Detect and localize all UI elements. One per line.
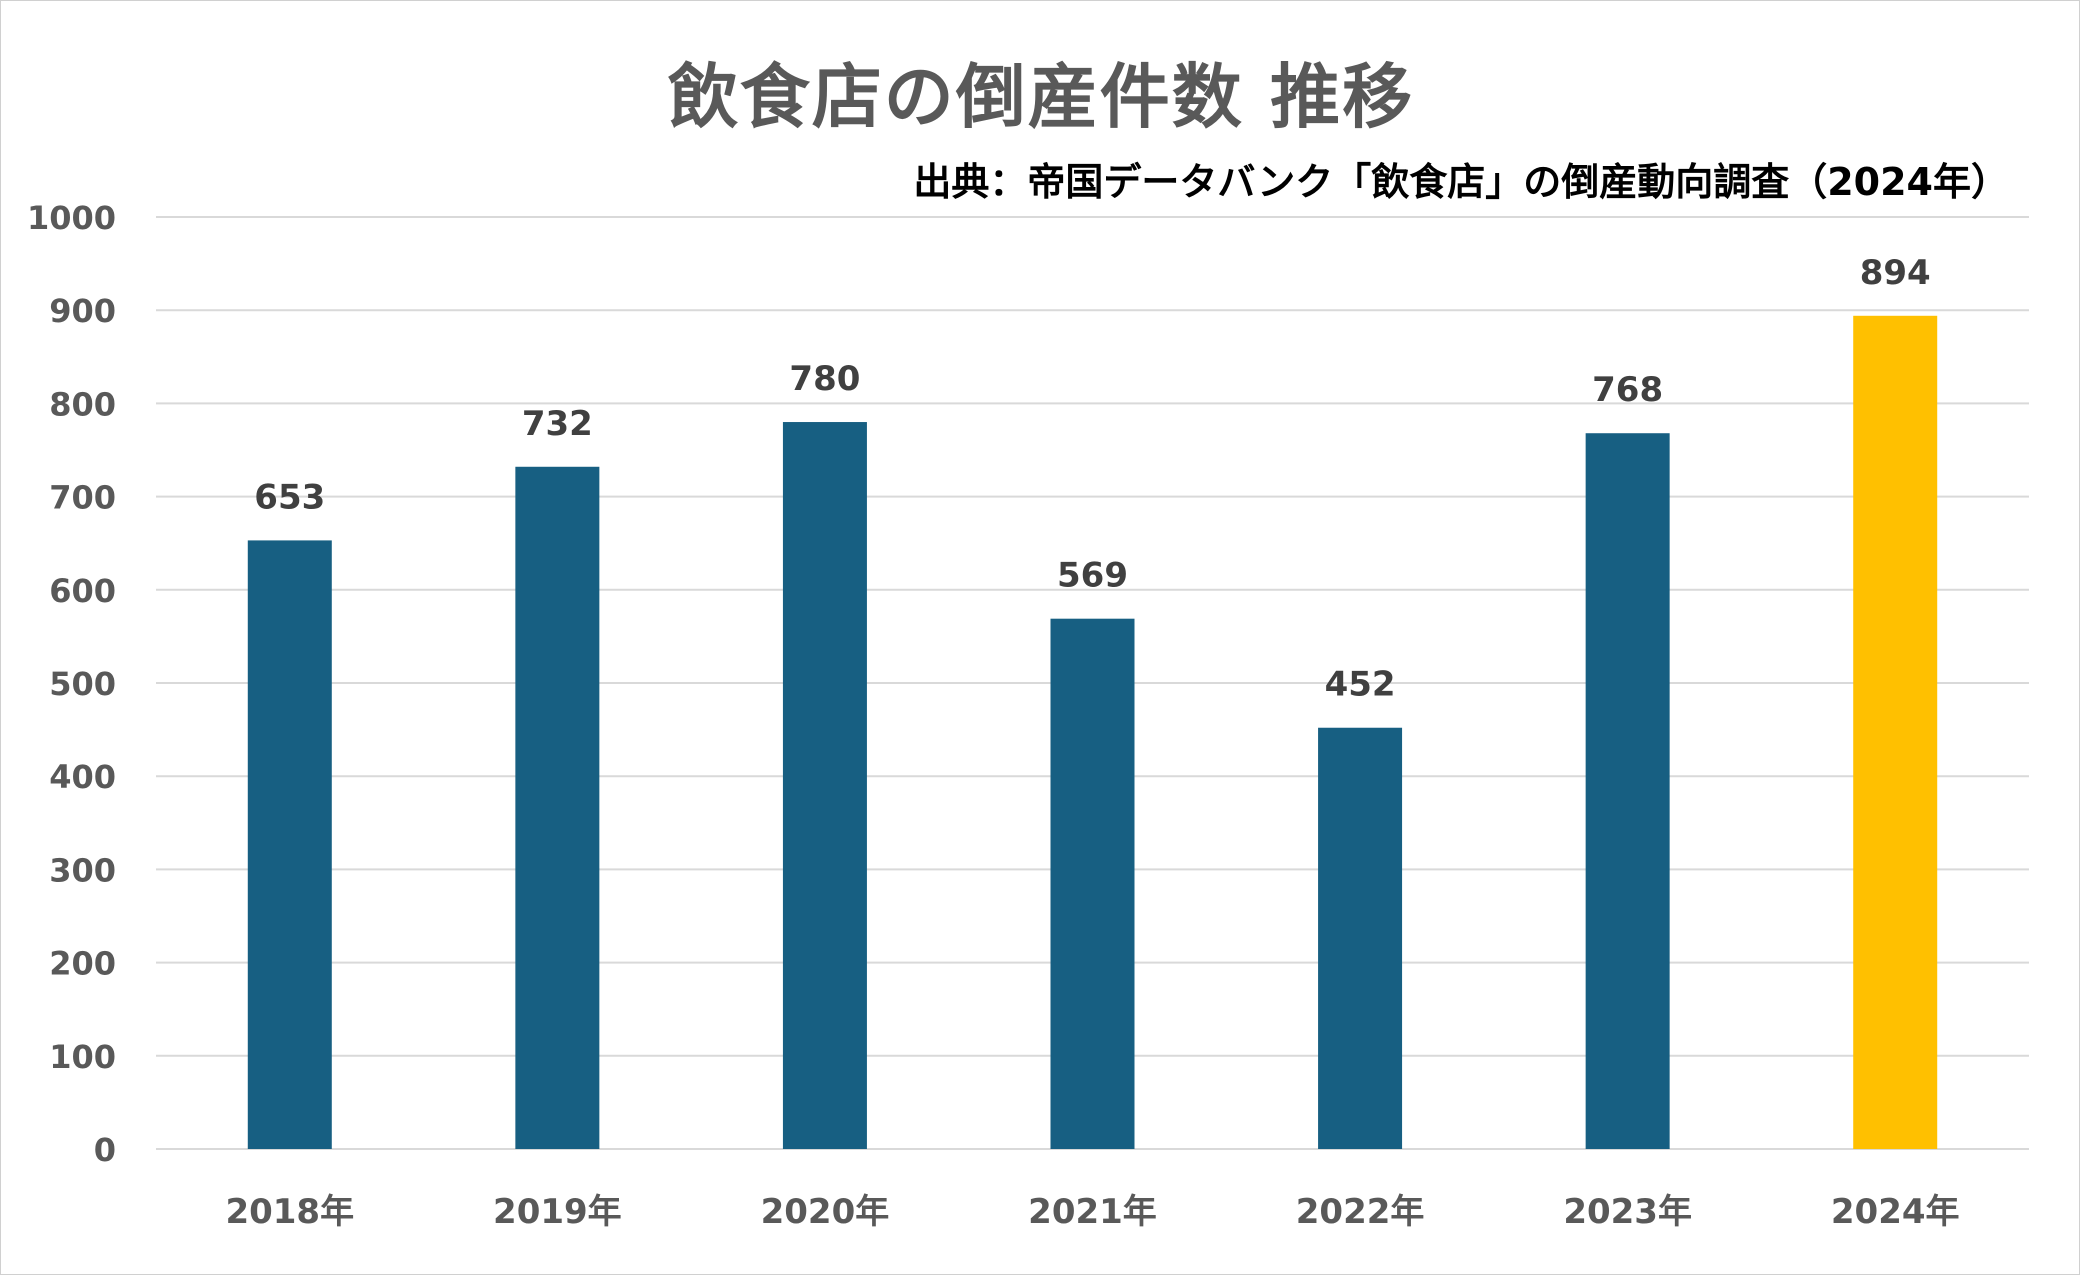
x-tick-label: 2024年 <box>1831 1192 1960 1232</box>
data-label: 452 <box>1325 665 1396 705</box>
x-tick-label: 2023年 <box>1563 1192 1692 1232</box>
y-tick-label: 900 <box>49 292 116 330</box>
bar <box>1050 618 1135 1149</box>
y-tick-label: 300 <box>49 851 116 889</box>
x-tick-label: 2019年 <box>493 1192 622 1232</box>
bar <box>1853 315 1938 1149</box>
y-tick-label: 200 <box>49 945 116 983</box>
y-tick-label: 0 <box>94 1131 116 1169</box>
x-tick-label: 2021年 <box>1028 1192 1157 1232</box>
y-tick-label: 1000 <box>27 199 116 237</box>
chart-title: 飲食店の倒産件数 推移 <box>667 56 1415 138</box>
x-tick-label: 2022年 <box>1296 1192 1425 1232</box>
data-label: 780 <box>789 359 860 399</box>
data-labels: 653 732 780 569 452 768 894 <box>254 253 1930 705</box>
data-label: 768 <box>1592 370 1663 410</box>
y-tick-label: 400 <box>49 758 116 796</box>
y-tick-label: 600 <box>49 572 116 610</box>
bar <box>1318 727 1403 1149</box>
x-tick-label: 2018年 <box>225 1192 354 1232</box>
y-tick-label: 100 <box>49 1038 116 1076</box>
bar <box>515 466 600 1149</box>
y-tick-label: 700 <box>49 479 116 517</box>
y-tick-label: 500 <box>49 665 116 703</box>
bars <box>247 315 1938 1149</box>
gridlines <box>156 216 2029 1150</box>
x-tick-label: 2020年 <box>761 1192 890 1232</box>
y-tick-label: 800 <box>49 385 116 423</box>
y-axis-ticks: 0 100 200 300 400 500 600 700 800 900 1000 <box>27 199 116 1169</box>
bar <box>782 422 867 1149</box>
chart-source-note: 出典：帝国データバンク「飲食店」の倒産動向調査（2024年） <box>913 160 2009 204</box>
data-label: 653 <box>254 477 325 517</box>
bar <box>247 540 332 1149</box>
data-label: 894 <box>1860 253 1931 293</box>
x-axis-ticks: 2018年 2019年 2020年 2021年 2022年 2023年 2024年 <box>225 1192 1959 1232</box>
data-label: 732 <box>522 404 593 444</box>
bar <box>1585 433 1670 1149</box>
data-label: 569 <box>1057 556 1128 596</box>
